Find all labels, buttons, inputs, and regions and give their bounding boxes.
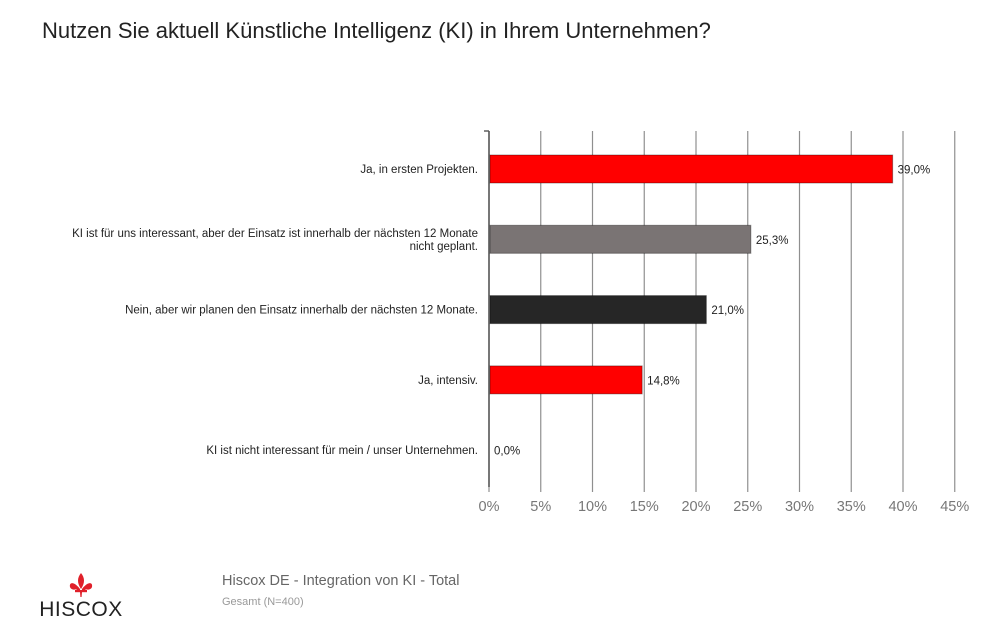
fleur-de-lis-icon <box>69 573 93 597</box>
bar-chart: Ja, in ersten Projekten. KI ist für uns i… <box>72 130 970 515</box>
category-label: KI ist für uns interessant, aber der Ein… <box>72 228 478 253</box>
x-tick-label: 25% <box>733 499 762 515</box>
category-labels: Ja, in ersten Projekten. KI ist für uns i… <box>72 164 478 457</box>
x-tick-label: 30% <box>785 499 814 515</box>
bar <box>489 295 707 325</box>
hiscox-logo: HISCOX <box>38 572 124 622</box>
value-labels: 39,0% 25,3% 21,0% 14,8% 0,0% <box>494 165 930 458</box>
category-label: KI ist nicht interessant für mein / unse… <box>206 445 478 457</box>
chart-title: Nutzen Sie aktuell Künstliche Intelligen… <box>42 18 711 43</box>
bars <box>489 154 894 395</box>
bar <box>489 224 752 254</box>
footer-sample-size: Gesamt (N=400) <box>222 596 304 608</box>
category-label: Ja, intensiv. <box>418 375 478 387</box>
value-label: 25,3% <box>756 235 789 247</box>
bar <box>489 154 894 184</box>
footer-source: Hiscox DE - Integration von KI - Total <box>222 573 460 589</box>
logo-text: HISCOX <box>39 598 123 621</box>
x-tick-label: 0% <box>479 499 500 515</box>
x-tick-label: 15% <box>630 499 659 515</box>
value-label: 0,0% <box>494 446 520 458</box>
category-label: Ja, in ersten Projekten. <box>360 164 478 176</box>
x-tick-label: 45% <box>940 499 969 515</box>
value-label: 14,8% <box>647 375 680 387</box>
value-label: 21,0% <box>711 305 744 317</box>
x-tick-labels: 0% 5% 10% 15% 20% 25% 30% 35% 40% 45% <box>479 499 970 515</box>
x-tick-label: 5% <box>530 499 551 515</box>
x-tick-label: 20% <box>681 499 710 515</box>
bar <box>489 365 643 395</box>
x-tick-label: 40% <box>888 499 917 515</box>
value-label: 39,0% <box>898 165 931 177</box>
x-tick-label: 10% <box>578 499 607 515</box>
category-label: Nein, aber wir planen den Einsatz innerh… <box>125 305 478 317</box>
x-tick-label: 35% <box>837 499 866 515</box>
